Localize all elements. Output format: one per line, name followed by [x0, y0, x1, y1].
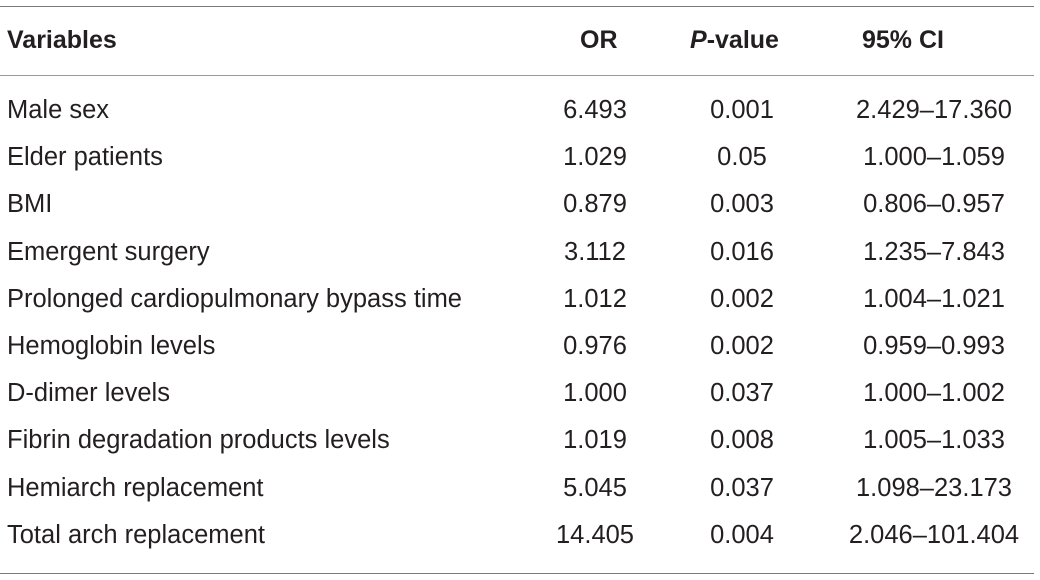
header-p-italic: P — [690, 26, 707, 54]
cell-ci: 2.046–101.404 — [848, 520, 1020, 549]
cell-variable: Emergent surgery — [7, 237, 210, 266]
cell-ci: 0.806–0.957 — [863, 190, 1005, 219]
cell-p-value: 0.002 — [710, 284, 774, 313]
cell-variable: Hemoglobin levels — [7, 331, 216, 360]
cell-ci: 0.959–0.993 — [863, 331, 1005, 360]
table-row: Hemiarch replacement 5.045 0.037 1.098–2… — [0, 468, 1034, 515]
cell-p-value: 0.001 — [710, 96, 774, 124]
cell-p-value: 0.008 — [710, 426, 774, 455]
cell-p-value: 0.016 — [710, 237, 774, 266]
cell-ci: 1.005–1.033 — [863, 426, 1005, 455]
cell-ci: 1.000–1.059 — [863, 143, 1005, 172]
table-row: Prolonged cardiopulmonary bypass time 1.… — [0, 279, 1034, 326]
cell-or: 3.112 — [564, 237, 626, 266]
header-p-rest: -value — [706, 26, 779, 54]
cell-or: 1.019 — [563, 426, 627, 455]
header-or: OR — [580, 26, 618, 54]
cell-or: 0.879 — [563, 190, 627, 219]
table-row: Elder patients 1.029 0.05 1.000–1.059 — [0, 137, 1034, 184]
cell-ci: 1.098–23.173 — [856, 473, 1012, 502]
table-bottom-rule — [0, 573, 1034, 574]
table-row: BMI 0.879 0.003 0.806–0.957 — [0, 184, 1034, 231]
cell-p-value: 0.037 — [710, 379, 774, 408]
cell-p-value: 0.05 — [717, 143, 767, 172]
table-row: Fibrin degradation products levels 1.019… — [0, 420, 1034, 467]
cell-p-value: 0.003 — [710, 190, 774, 219]
cell-or: 5.045 — [563, 473, 627, 502]
cell-ci: 1.004–1.021 — [863, 284, 1005, 313]
cell-or: 1.029 — [563, 143, 627, 172]
table-top-rule — [0, 6, 1034, 7]
table-body: Male sex 6.493 0.001 2.429–17.360 Elder … — [0, 90, 1034, 562]
cell-variable: D-dimer levels — [7, 379, 170, 408]
cell-variable: BMI — [7, 190, 53, 219]
table-row: D-dimer levels 1.000 0.037 1.000–1.002 — [0, 373, 1034, 420]
cell-or: 1.012 — [563, 284, 627, 313]
cell-ci: 1.235–7.843 — [863, 237, 1005, 266]
cell-ci: 1.000–1.002 — [863, 379, 1005, 408]
cell-or: 14.405 — [556, 520, 634, 549]
table-row: Hemoglobin levels 0.976 0.002 0.959–0.99… — [0, 326, 1034, 373]
header-p-value: P-value — [690, 26, 779, 55]
cell-or: 6.493 — [563, 96, 627, 124]
cell-variable: Total arch replacement — [7, 520, 265, 549]
header-variables: Variables — [7, 26, 117, 54]
cell-variable: Fibrin degradation products levels — [7, 426, 390, 455]
cell-p-value: 0.037 — [710, 473, 774, 502]
cell-p-value: 0.004 — [710, 520, 774, 549]
cell-variable: Prolonged cardiopulmonary bypass time — [7, 284, 462, 313]
table-header-row: Variables OR P-value 95% CI — [0, 22, 1034, 62]
cell-variable: Male sex — [7, 96, 110, 124]
table-row: Emergent surgery 3.112 0.016 1.235–7.843 — [0, 232, 1034, 279]
table-row: Total arch replacement 14.405 0.004 2.04… — [0, 515, 1034, 562]
cell-or: 0.976 — [563, 331, 627, 360]
cell-p-value: 0.002 — [710, 331, 774, 360]
cell-ci: 2.429–17.360 — [856, 96, 1012, 124]
table-header-rule — [0, 75, 1034, 76]
header-ci: 95% CI — [862, 26, 944, 54]
cell-or: 1.000 — [563, 379, 627, 408]
table-row: Male sex 6.493 0.001 2.429–17.360 — [0, 90, 1034, 137]
cell-variable: Elder patients — [7, 143, 163, 172]
cell-variable: Hemiarch replacement — [7, 473, 264, 502]
